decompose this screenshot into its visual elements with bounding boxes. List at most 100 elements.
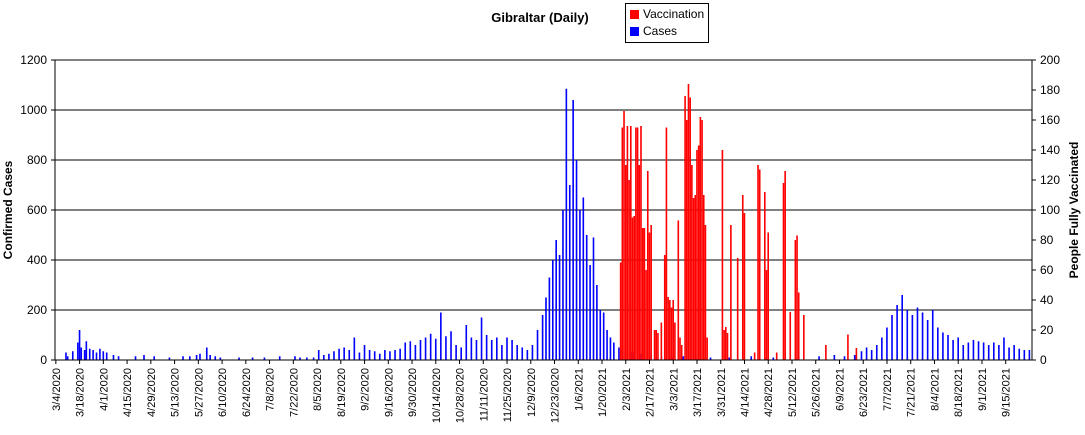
x-tick-label: 9/15/2021 <box>1001 368 1013 417</box>
vaccination-bar <box>669 300 671 360</box>
cases-bar <box>982 342 985 360</box>
y-left-tick-label: 200 <box>27 303 47 317</box>
cases-bar <box>168 357 171 360</box>
cases-bar <box>188 356 191 360</box>
cases-bar <box>480 317 483 360</box>
vaccination-bar <box>672 300 675 360</box>
cases-bar <box>843 356 846 360</box>
x-tick-label: 3/4/2020 <box>51 368 63 411</box>
x-tick-label: 4/14/2021 <box>739 368 751 417</box>
legend-item-cases: Cases <box>630 23 677 39</box>
x-tick-label: 10/28/2020 <box>455 368 467 423</box>
cases-bar <box>378 353 381 360</box>
cases-bar <box>599 310 602 360</box>
cases-bar <box>66 356 69 360</box>
cases-bar <box>916 307 919 360</box>
y-right-tick-label: 100 <box>1040 203 1060 217</box>
cases-bar <box>860 351 863 360</box>
cases-bar <box>568 185 571 360</box>
cases-bar <box>251 357 254 360</box>
vaccination-bar <box>825 345 827 360</box>
cases-bar <box>465 325 468 360</box>
vaccination-bar <box>635 127 637 360</box>
cases-bar <box>972 340 975 360</box>
vaccination-bar <box>679 337 681 360</box>
cases-bar <box>516 345 518 360</box>
cases-bar <box>440 312 442 360</box>
x-tick-label: 7/22/2020 <box>288 368 300 417</box>
x-tick-label: 12/23/2020 <box>550 368 562 423</box>
vaccination-series <box>619 84 858 360</box>
vaccination-bar <box>621 127 624 360</box>
vaccination-bar <box>699 117 702 360</box>
x-tick-label: 4/29/2020 <box>146 368 158 417</box>
x-tick-label: 5/27/2020 <box>193 368 205 417</box>
cases-bar <box>117 356 120 360</box>
cases-bar <box>582 197 585 360</box>
legend-label-cases: Cases <box>643 24 678 38</box>
cases-bar <box>143 355 145 360</box>
cases-bar <box>205 347 208 360</box>
cases-bar <box>911 315 914 360</box>
vaccination-bar <box>685 120 688 360</box>
cases-bar <box>333 351 335 360</box>
vaccination-bar <box>687 84 690 360</box>
vaccination-bar <box>684 96 686 360</box>
cases-bar <box>575 160 578 360</box>
cases-bar <box>875 345 878 360</box>
vaccination-bar <box>648 232 651 360</box>
vaccination-bar <box>665 127 668 360</box>
vaccination-bar <box>663 255 666 360</box>
vaccination-bar <box>691 165 693 360</box>
cases-bar <box>490 340 493 360</box>
vaccination-bar <box>753 352 756 360</box>
vaccination-bar <box>697 145 700 360</box>
vaccination-bar <box>655 330 658 360</box>
vaccination-bar <box>775 352 778 360</box>
cases-bar <box>613 342 615 360</box>
vaccination-bar <box>803 315 805 360</box>
vaccination-bar <box>726 333 729 360</box>
cases-bar <box>389 351 391 360</box>
y-right-tick-label: 0 <box>1040 353 1047 367</box>
cases-bar <box>394 350 396 360</box>
x-tick-label: 1/20/2021 <box>597 368 609 417</box>
vaccination-bar <box>670 307 673 360</box>
cases-bar <box>952 340 954 360</box>
cases-bar <box>606 330 608 360</box>
vaccination-bar <box>624 165 627 360</box>
vaccination-bar <box>743 213 746 360</box>
cases-bar <box>728 357 730 360</box>
vaccination-bar <box>660 322 663 360</box>
x-tick-label: 11/25/2020 <box>502 368 514 422</box>
vaccination-bar <box>694 195 697 360</box>
vaccination-bar <box>782 183 785 360</box>
cases-bar <box>589 265 591 360</box>
legend-item-vaccination: Vaccination <box>630 6 704 22</box>
x-tick-label: 8/19/2020 <box>336 368 348 417</box>
vaccination-bar <box>626 126 629 360</box>
cases-bar <box>238 357 240 360</box>
cases-bar <box>511 340 513 360</box>
legend-swatch-vaccination <box>630 10 639 19</box>
vaccination-bar <box>641 228 644 360</box>
x-tick-label: 6/9/2021 <box>834 368 846 411</box>
cases-bar <box>312 357 315 360</box>
cases-bar <box>429 333 432 360</box>
cases-bar <box>65 352 67 360</box>
y-axis-right-label: People Fully Vaccinated <box>1067 141 1081 279</box>
cases-bar <box>373 351 376 360</box>
x-tick-label: 2/17/2021 <box>645 368 657 417</box>
cases-bar <box>80 347 83 360</box>
vaccination-bar <box>646 171 649 360</box>
x-tick-label: 6/10/2020 <box>217 368 229 417</box>
cases-bar <box>551 260 554 360</box>
cases-bar <box>409 341 412 360</box>
cases-bar <box>219 357 222 360</box>
y-axis-left-label: Confirmed Cases <box>1 160 15 260</box>
cases-bar <box>1003 337 1005 360</box>
vaccination-bar <box>667 297 669 360</box>
cases-bar <box>992 342 995 360</box>
vaccination-bar <box>730 225 732 360</box>
cases-bar <box>278 356 281 360</box>
